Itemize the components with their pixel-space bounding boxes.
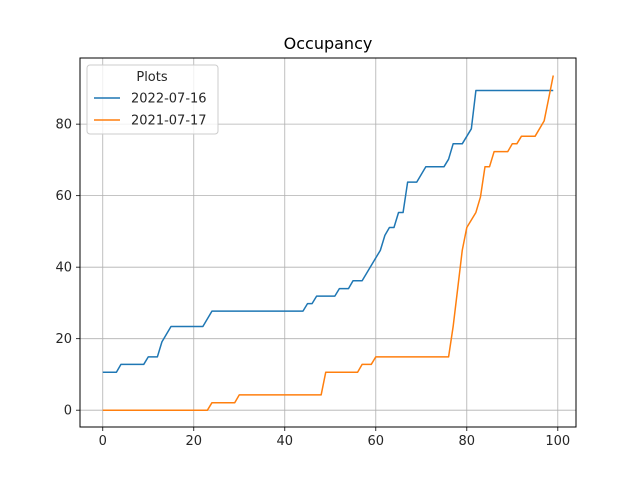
y-axis-ticks: 0 20 40 60 80 xyxy=(55,118,80,419)
series-line-1 xyxy=(102,89,554,374)
legend: Plots 2022-07-16 2021-07-17 xyxy=(86,64,219,135)
x-axis-ticks: 0 20 40 60 80 100 xyxy=(99,427,570,449)
legend-label-1: 2022-07-16 xyxy=(131,92,207,107)
legend-title: Plots xyxy=(136,70,168,85)
legend-box xyxy=(86,64,219,135)
x-tick-label: 40 xyxy=(276,434,293,449)
series-layer xyxy=(102,75,554,411)
legend-label-2: 2021-07-17 xyxy=(131,114,207,129)
x-tick-label: 60 xyxy=(368,434,385,449)
chart-title: Occupancy xyxy=(284,34,373,53)
y-tick-label: 60 xyxy=(55,189,72,204)
y-tick-label: 20 xyxy=(55,332,72,347)
plot-frame xyxy=(79,57,577,428)
x-tick-label: 100 xyxy=(545,434,570,449)
y-tick-label: 40 xyxy=(55,261,72,276)
series-line-2 xyxy=(102,75,554,411)
x-tick-label: 20 xyxy=(185,434,202,449)
y-tick-label: 0 xyxy=(64,404,72,419)
x-tick-label: 0 xyxy=(99,434,107,449)
y-tick-label: 80 xyxy=(55,118,72,133)
legend-entries: 2022-07-16 2021-07-17 xyxy=(94,92,207,129)
x-tick-label: 80 xyxy=(459,434,476,449)
